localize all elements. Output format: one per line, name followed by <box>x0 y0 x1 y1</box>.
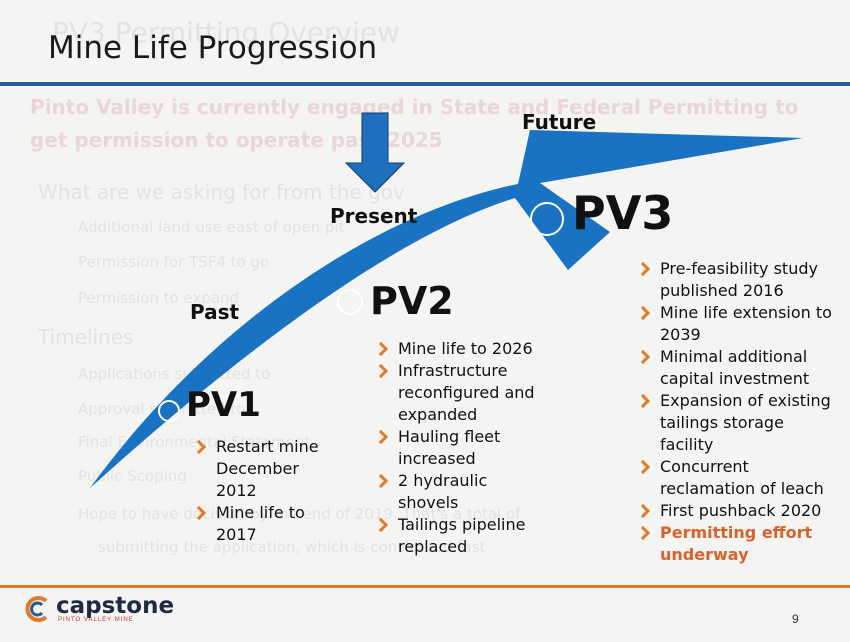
ghost-line: What are we asking for from the gov <box>38 180 405 204</box>
list-item: Mine life extension to 2039 <box>634 302 840 346</box>
ghost-line: Timelines <box>38 325 134 349</box>
ghost-line: Permission to expand <box>78 289 240 307</box>
pv3-label: PV3 <box>572 186 674 240</box>
ghost-line: Permission for TSF4 to go <box>78 253 270 271</box>
page-number: 9 <box>792 612 799 626</box>
list-item: Tailings pipeline replaced <box>372 514 542 558</box>
footer-rule <box>0 585 850 588</box>
pv2-marker <box>337 289 363 315</box>
highlight-bullet: Permitting effort underway <box>634 522 840 566</box>
ghost-line: Pinto Valley is currently engaged in Sta… <box>30 95 799 119</box>
future-label: Future <box>522 110 597 134</box>
list-item: Infrastructure reconfigured and expanded <box>372 360 542 426</box>
pv1-marker <box>158 400 180 422</box>
list-item: Mine life to 2026 <box>372 338 542 360</box>
logo-mark-icon <box>25 596 48 622</box>
list-item: Pre-feasibility study published 2016 <box>634 258 840 302</box>
list-item: Mine life to 2017 <box>190 502 330 546</box>
down-arrow <box>344 112 406 193</box>
ghost-title: PV3 Permitting Overview <box>52 16 400 49</box>
logo-wordmark: capstone <box>56 593 175 619</box>
capstone-logo: capstone PINTO VALLEY MINE <box>22 594 174 624</box>
list-item: 2 hydraulic shovels <box>372 470 542 514</box>
list-item: First pushback 2020 <box>634 500 840 522</box>
list-item: Hauling fleet increased <box>372 426 542 470</box>
list-item: Minimal additional capital investment <box>634 346 840 390</box>
pv1-bullets: Restart mine December 2012 Mine life to … <box>190 436 330 546</box>
pv3-bullets: Pre-feasibility study published 2016 Min… <box>634 258 840 566</box>
present-label: Present <box>330 204 418 228</box>
title-rule <box>0 82 850 86</box>
pv2-label: PV2 <box>370 279 454 323</box>
past-label: Past <box>190 300 240 324</box>
list-item: Restart mine December 2012 <box>190 436 330 502</box>
pv2-bullets: Mine life to 2026 Infrastructure reconfi… <box>372 338 542 558</box>
pv1-label: PV1 <box>186 385 261 425</box>
list-item: Concurrent reclamation of leach <box>634 456 840 500</box>
slide-title: Mine Life Progression <box>48 30 378 66</box>
logo-subtitle: PINTO VALLEY MINE <box>58 617 134 623</box>
ghost-line: Additional land use east of open pit <box>78 218 345 236</box>
list-item: Expansion of existing tailings storage f… <box>634 390 840 456</box>
pv3-marker <box>530 202 564 236</box>
